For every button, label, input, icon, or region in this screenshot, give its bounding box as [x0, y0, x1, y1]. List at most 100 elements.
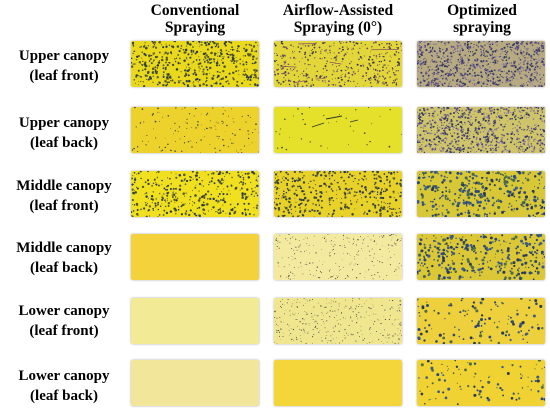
droplet-stain: [330, 188, 333, 190]
droplet-stain: [489, 79, 492, 82]
droplet-stain: [309, 299, 311, 301]
droplet-stain: [364, 80, 367, 82]
droplet-stain: [328, 172, 331, 175]
droplet-stain: [175, 68, 179, 71]
droplet-stain: [438, 197, 441, 200]
droplet-stain: [199, 67, 201, 70]
droplet-stain: [174, 150, 176, 152]
droplet-stain: [188, 113, 191, 115]
droplet-stain: [440, 107, 443, 110]
droplet-stain: [206, 127, 208, 130]
droplet-stain: [323, 321, 324, 322]
droplet-stain: [528, 141, 530, 143]
droplet-stain: [246, 172, 250, 175]
droplet-stain: [419, 118, 422, 121]
droplet-stain: [481, 112, 484, 116]
droplet-stain: [327, 278, 329, 279]
droplet-stain: [446, 119, 449, 122]
droplet-stain: [473, 341, 476, 344]
droplet-stain: [312, 336, 314, 338]
droplet-stain: [512, 123, 514, 125]
droplet-stain: [504, 50, 506, 53]
droplet-stain: [463, 72, 465, 74]
spray-card-upper-front-optimized: [417, 41, 545, 87]
droplet-stain: [432, 147, 435, 150]
droplet-stain: [511, 205, 513, 207]
droplet-stain: [357, 239, 359, 241]
droplet-stain: [451, 140, 453, 142]
droplet-stain: [152, 207, 154, 210]
droplet-stain: [515, 207, 519, 211]
droplet-stain: [222, 123, 224, 124]
droplet-stain: [203, 83, 205, 85]
droplet-stain: [484, 318, 487, 321]
droplet-stain: [381, 196, 385, 200]
droplet-stain: [491, 58, 494, 60]
droplet-stain: [395, 70, 397, 72]
droplet-stain: [396, 239, 398, 242]
droplet-stain: [481, 53, 483, 56]
droplet-stain: [244, 70, 246, 73]
droplet-stain: [290, 189, 291, 191]
droplet-stain: [154, 45, 156, 47]
droplet-stain: [164, 205, 167, 208]
droplet-stain: [516, 248, 518, 250]
droplet-stain: [276, 181, 280, 185]
droplet-stain: [521, 41, 524, 44]
droplet-stain: [204, 41, 207, 45]
droplet-stain: [343, 179, 346, 182]
droplet-stain: [362, 65, 365, 67]
droplet-stain: [355, 194, 357, 196]
droplet-stain: [152, 71, 155, 74]
droplet-stain: [488, 183, 492, 186]
droplet-stain: [507, 70, 511, 73]
droplet-stain: [460, 74, 462, 76]
droplet-stain: [461, 47, 463, 50]
droplet-stain: [218, 64, 221, 67]
droplet-stain: [448, 116, 450, 118]
droplet-stain: [476, 83, 478, 85]
droplet-stain: [147, 197, 149, 199]
droplet-stain: [524, 47, 526, 49]
droplet-stain: [303, 174, 305, 177]
droplet-stain: [470, 108, 473, 111]
droplet-stain: [453, 51, 455, 54]
droplet-stain: [542, 115, 545, 118]
droplet-stain: [165, 201, 167, 203]
droplet-stain: [200, 152, 201, 153]
droplet-stain: [371, 190, 374, 193]
droplet-stain: [513, 72, 515, 74]
droplet-stain: [131, 198, 134, 202]
droplet-stain: [542, 47, 545, 49]
droplet-stain: [460, 262, 463, 265]
droplet-stain: [331, 276, 333, 278]
droplet-stain: [292, 45, 294, 48]
droplet-stain: [449, 126, 451, 128]
droplet-stain: [497, 205, 501, 209]
droplet-stain: [133, 172, 136, 174]
droplet-stain: [276, 331, 278, 333]
droplet-stain: [378, 70, 381, 72]
droplet-stain: [533, 186, 536, 188]
droplet-stain: [452, 129, 454, 130]
droplet-stain: [513, 42, 516, 45]
droplet-stain: [195, 174, 198, 177]
droplet-stain: [451, 125, 453, 128]
droplet-stain: [487, 114, 490, 117]
droplet-stain: [223, 188, 225, 190]
droplet-stain: [424, 185, 427, 188]
droplet-stain: [426, 72, 428, 75]
droplet-stain: [450, 119, 453, 121]
droplet-stain: [420, 251, 422, 253]
droplet-stain: [310, 85, 312, 87]
droplet-stain: [465, 78, 467, 80]
droplet-stain: [500, 249, 503, 252]
droplet-stain: [364, 238, 366, 239]
droplet-stain: [286, 302, 288, 304]
droplet-stain: [166, 53, 169, 55]
droplet-stain: [381, 43, 383, 45]
droplet-stain: [528, 271, 532, 275]
droplet-stain: [477, 209, 479, 211]
droplet-stain: [205, 54, 208, 57]
droplet-stain: [525, 82, 527, 84]
